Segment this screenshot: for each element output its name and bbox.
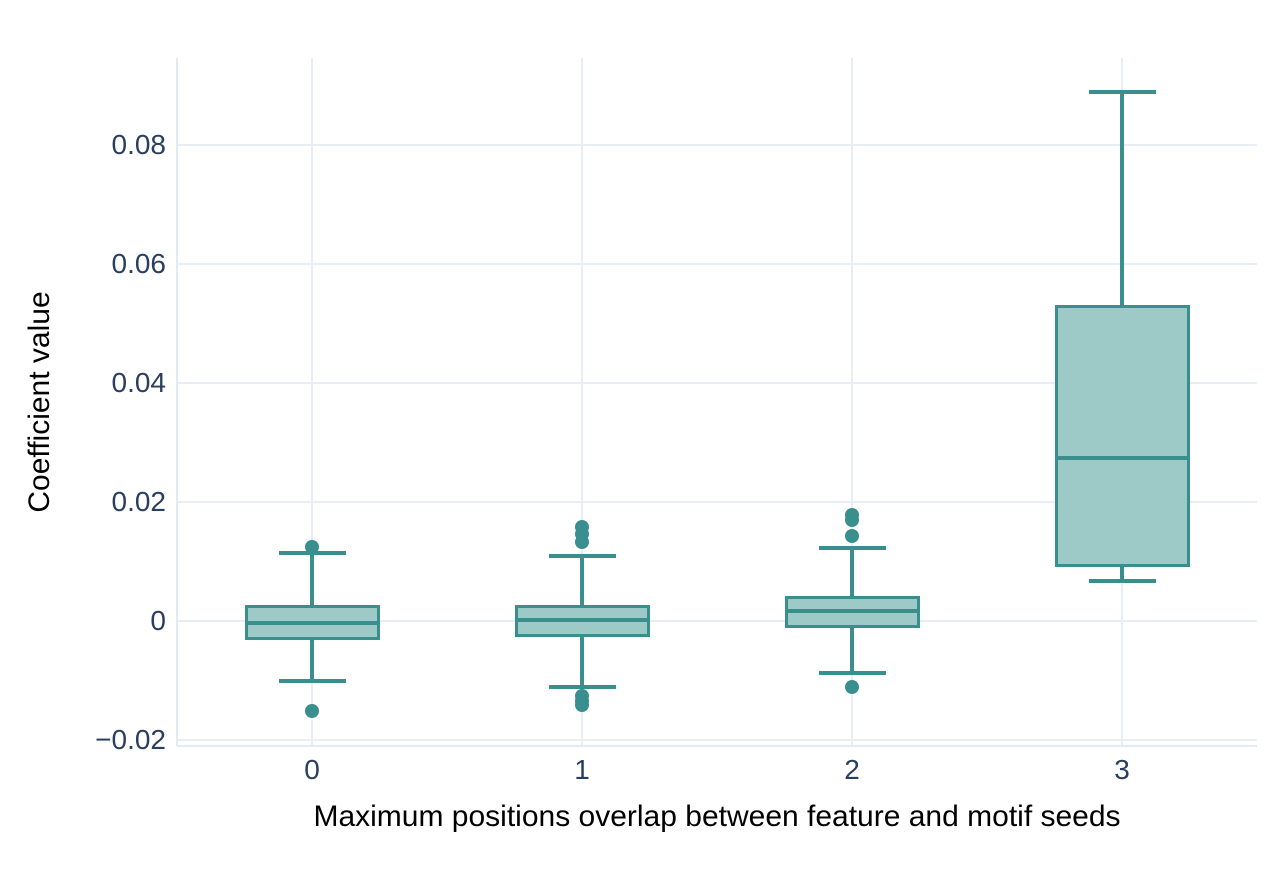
x-gridline bbox=[311, 58, 313, 746]
y-gridline bbox=[177, 381, 1257, 384]
x-gridline bbox=[581, 58, 583, 746]
y-tick-label: 0.02 bbox=[111, 485, 167, 517]
upper-whisker-cap bbox=[548, 554, 616, 559]
median-line bbox=[244, 621, 380, 626]
x-tick-label: 0 bbox=[304, 754, 320, 785]
y-gridline bbox=[177, 143, 1257, 146]
iqr-box bbox=[1054, 304, 1190, 567]
outlier-point bbox=[575, 534, 589, 549]
lower-whisker-cap bbox=[1088, 579, 1156, 584]
x-tick-label: 1 bbox=[574, 754, 590, 785]
x-gridline bbox=[851, 58, 853, 746]
lower-whisker-cap bbox=[548, 685, 616, 690]
median-line bbox=[784, 608, 920, 613]
upper-whisker-line bbox=[580, 556, 584, 605]
y-gridline bbox=[177, 500, 1257, 503]
lower-whisker-cap bbox=[278, 679, 346, 684]
upper-whisker-cap bbox=[1088, 89, 1156, 94]
y-axis-title: Coefficient value bbox=[23, 291, 56, 513]
y-axis-line bbox=[176, 58, 178, 746]
y-tick-label: 0.04 bbox=[111, 366, 167, 398]
lower-whisker-line bbox=[580, 637, 584, 688]
y-gridline bbox=[177, 739, 1257, 742]
median-line bbox=[514, 617, 650, 622]
y-gridline bbox=[177, 262, 1257, 265]
lower-whisker-cap bbox=[818, 670, 886, 675]
outlier-point bbox=[305, 703, 319, 718]
y-gridline bbox=[177, 620, 1257, 623]
outlier-point bbox=[845, 513, 859, 528]
x-axis-title: Maximum positions overlap between featur… bbox=[313, 800, 1121, 833]
upper-whisker-line bbox=[850, 547, 854, 597]
y-tick-label: 0.06 bbox=[111, 247, 167, 279]
outlier-point bbox=[305, 540, 319, 555]
y-tick-label: −0.02 bbox=[95, 724, 166, 756]
lower-whisker-line bbox=[1120, 566, 1124, 582]
y-tick-label: 0 bbox=[150, 605, 166, 637]
outlier-point bbox=[575, 697, 589, 712]
y-tick-label: 0.08 bbox=[111, 128, 167, 160]
outlier-point bbox=[845, 680, 859, 695]
lower-whisker-line bbox=[850, 628, 854, 673]
x-tick-label: 3 bbox=[1114, 754, 1130, 785]
median-line bbox=[1054, 455, 1190, 460]
lower-whisker-line bbox=[310, 640, 314, 682]
outlier-point bbox=[845, 528, 859, 543]
upper-whisker-cap bbox=[818, 545, 886, 550]
upper-whisker-line bbox=[1120, 91, 1124, 305]
upper-whisker-line bbox=[310, 553, 314, 605]
x-axis-line bbox=[177, 745, 1257, 747]
x-tick-label: 2 bbox=[844, 754, 860, 785]
